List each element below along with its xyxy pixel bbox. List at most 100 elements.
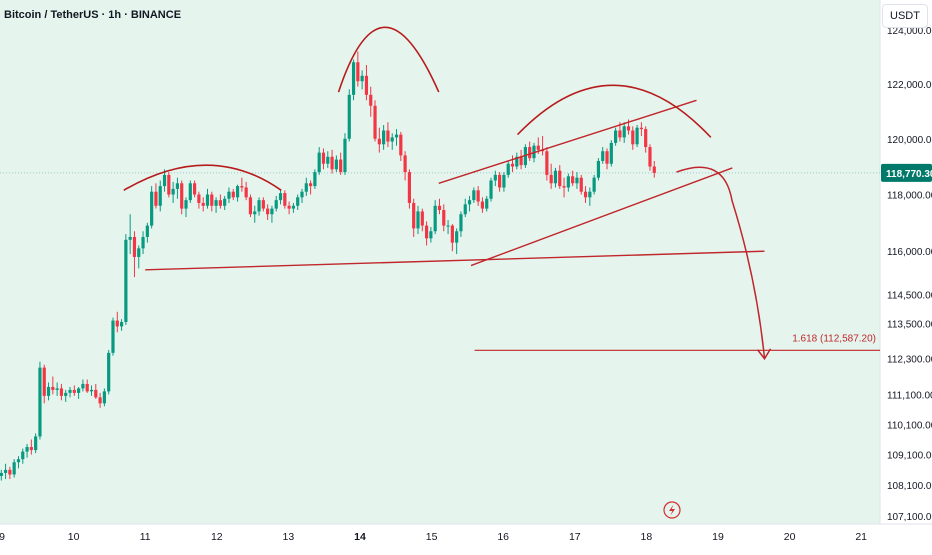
candle-body <box>167 174 171 195</box>
candle-body <box>528 147 532 159</box>
candle <box>326 151 330 168</box>
price-tick-label: 111,100.00 <box>887 390 932 401</box>
candle <box>459 211 463 237</box>
candle-body <box>98 397 102 404</box>
last-price-badge <box>881 163 932 182</box>
candle-body <box>21 451 25 460</box>
candle <box>308 180 313 195</box>
neckline <box>145 250 765 271</box>
candle <box>158 180 162 212</box>
price-tick-label: 116,000.00 <box>887 247 932 258</box>
candle-body <box>266 208 270 215</box>
candle-body <box>566 176 570 188</box>
candle-body <box>304 183 308 192</box>
candle <box>197 191 201 209</box>
candle <box>21 448 25 464</box>
candle <box>184 197 188 218</box>
candle-body <box>124 239 128 323</box>
candle <box>321 148 326 170</box>
drawings-layer: 1.618 (112,587.20) <box>123 26 880 361</box>
candle <box>102 388 106 407</box>
price-tick-label: 112,300.00 <box>887 355 932 366</box>
candle <box>390 133 394 150</box>
candle-body <box>412 202 416 229</box>
candle <box>407 169 412 209</box>
candle-body <box>596 160 601 178</box>
candle-body <box>223 198 227 206</box>
candle-body <box>626 126 631 131</box>
candle <box>124 234 128 325</box>
time-axis-panel[interactable] <box>0 524 880 550</box>
candle-body <box>94 389 98 398</box>
candle <box>343 133 347 175</box>
head-arc <box>337 26 440 93</box>
candle <box>467 195 472 212</box>
symbol-title: Bitcoin / TetherUS · 1h · BINANCE <box>4 9 182 21</box>
candle <box>424 221 429 246</box>
candle <box>175 177 180 199</box>
candle-body <box>579 177 583 192</box>
candle <box>351 59 356 101</box>
candle <box>485 195 489 212</box>
time-tick-label: 14 <box>354 531 366 543</box>
candle-body <box>257 200 261 212</box>
price-tick-label: 110,100.00 <box>887 420 932 431</box>
candle-body <box>111 320 115 353</box>
candle <box>261 197 265 212</box>
currency-button[interactable]: USDT <box>882 4 928 28</box>
candle-body <box>128 236 132 240</box>
candle-body <box>29 447 33 451</box>
candle-body <box>8 469 12 475</box>
candle <box>648 144 652 171</box>
candle-body <box>137 248 141 257</box>
candle-body <box>25 447 29 452</box>
candle-body <box>253 211 257 215</box>
candle-body <box>588 191 592 198</box>
candle-body <box>107 352 111 392</box>
candle-body <box>59 388 64 396</box>
candle <box>223 195 227 211</box>
candle <box>566 173 570 192</box>
candle-body <box>489 180 493 199</box>
candle-body <box>364 75 369 95</box>
candle <box>373 100 377 142</box>
candle <box>240 177 244 192</box>
candle-body <box>162 174 167 187</box>
candle <box>34 433 38 454</box>
candle-body <box>193 183 197 195</box>
candle-body <box>115 320 119 327</box>
candle <box>81 379 85 392</box>
candle <box>364 64 369 101</box>
candle-body <box>300 191 304 198</box>
candle-body <box>609 142 613 164</box>
fib-level-label: 1.618 (112,587.20) <box>792 333 876 344</box>
replay-lightning-icon[interactable] <box>663 501 681 519</box>
candle <box>287 201 291 215</box>
candle <box>588 187 592 206</box>
candle <box>55 382 59 396</box>
candle <box>46 382 51 401</box>
candle <box>274 195 278 212</box>
candle <box>330 149 334 174</box>
projection-arrow <box>676 166 766 359</box>
candle <box>575 172 579 189</box>
candle-body <box>459 214 463 232</box>
price-axis-panel[interactable] <box>880 0 932 524</box>
candle <box>68 386 72 398</box>
candle <box>25 444 29 458</box>
candle-body <box>549 174 553 184</box>
candle-body <box>562 186 566 188</box>
plot-area[interactable] <box>0 0 880 524</box>
candle <box>141 231 145 255</box>
candle-body <box>201 202 205 206</box>
candle-body <box>467 200 472 205</box>
candle <box>132 231 137 278</box>
candle-body <box>214 200 218 206</box>
candle <box>480 197 485 213</box>
candle-body <box>175 183 180 189</box>
candle <box>502 172 506 192</box>
candle <box>300 188 304 203</box>
candle <box>171 181 175 203</box>
candle <box>313 169 317 189</box>
